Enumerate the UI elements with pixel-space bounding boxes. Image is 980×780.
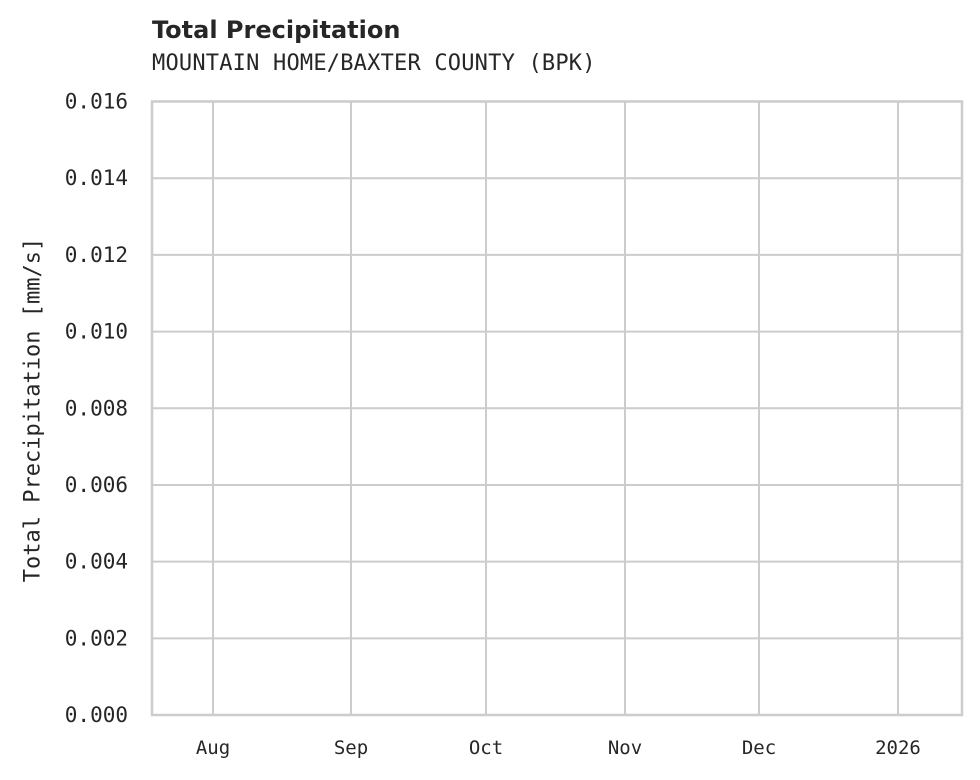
y-tick-label: 0.014 — [65, 166, 128, 190]
y-tick-label: 0.002 — [65, 626, 128, 650]
y-tick-label: 0.004 — [65, 550, 128, 574]
x-tick-label: Oct — [469, 737, 503, 759]
axes-frame — [150, 100, 964, 717]
y-tick-label: 0.000 — [65, 703, 128, 727]
y-axis-ticks: 0.000 0.002 0.004 0.006 0.008 0.010 0.012 0.014… — [65, 90, 128, 728]
grid-lines — [152, 101, 962, 715]
y-tick-label: 0.006 — [65, 473, 128, 497]
chart-subtitle: MOUNTAIN HOME/BAXTER COUNTY (BPK) — [152, 51, 596, 76]
x-tick-label: Dec — [742, 737, 776, 759]
y-tick-label: 0.008 — [65, 396, 128, 420]
y-tick-label: 0.010 — [65, 320, 128, 344]
x-tick-label: 2026 — [875, 737, 921, 759]
chart-title: Total Precipitation — [152, 16, 401, 44]
x-axis-ticks: Aug Sep Oct Nov Dec 2026 — [196, 737, 921, 759]
y-tick-label: 0.012 — [65, 243, 128, 267]
x-tick-label: Nov — [608, 737, 642, 759]
y-tick-label: 0.016 — [65, 90, 128, 114]
x-tick-label: Aug — [196, 737, 230, 759]
x-tick-label: Sep — [334, 737, 368, 759]
